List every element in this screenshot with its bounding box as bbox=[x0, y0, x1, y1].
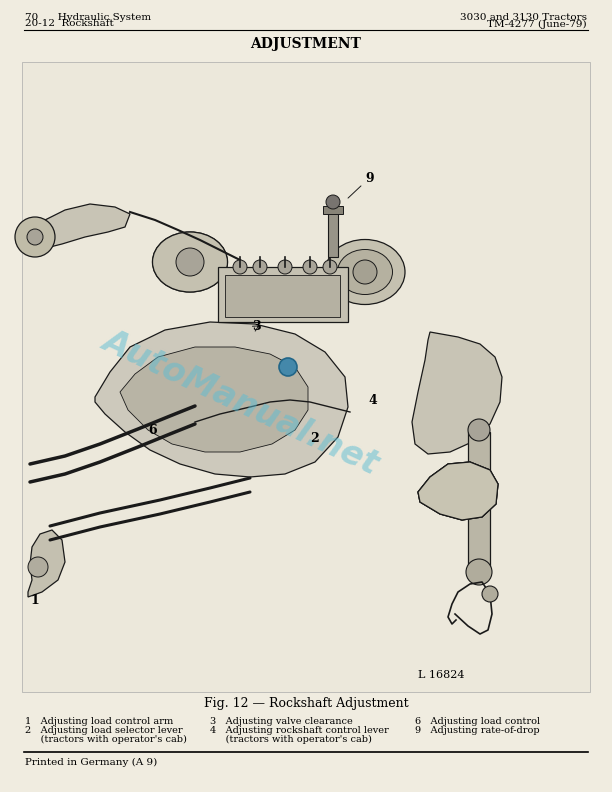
Bar bbox=[468, 432, 490, 572]
Ellipse shape bbox=[152, 232, 228, 292]
Text: Fig. 12 — Rockshaft Adjustment: Fig. 12 — Rockshaft Adjustment bbox=[204, 698, 408, 710]
Circle shape bbox=[353, 260, 377, 284]
Text: 3: 3 bbox=[252, 320, 261, 333]
Circle shape bbox=[326, 195, 340, 209]
Text: 9: 9 bbox=[365, 172, 373, 185]
Polygon shape bbox=[412, 332, 502, 454]
Text: 70      Hydraulic System: 70 Hydraulic System bbox=[25, 13, 151, 21]
Text: 6: 6 bbox=[148, 424, 157, 437]
Text: 2: 2 bbox=[310, 432, 319, 445]
Text: 9   Adjusting rate-of-drop: 9 Adjusting rate-of-drop bbox=[415, 726, 540, 735]
Circle shape bbox=[27, 229, 43, 245]
Circle shape bbox=[278, 260, 292, 274]
Text: 20-12  Rockshaft: 20-12 Rockshaft bbox=[25, 20, 114, 29]
Circle shape bbox=[323, 260, 337, 274]
Ellipse shape bbox=[152, 232, 228, 292]
Polygon shape bbox=[418, 462, 498, 520]
Text: 6   Adjusting load control: 6 Adjusting load control bbox=[415, 717, 540, 726]
Circle shape bbox=[468, 419, 490, 441]
Circle shape bbox=[233, 260, 247, 274]
Text: Printed in Germany (A 9): Printed in Germany (A 9) bbox=[25, 757, 157, 767]
Text: 3   Adjusting valve clearance: 3 Adjusting valve clearance bbox=[210, 717, 353, 726]
Ellipse shape bbox=[325, 239, 405, 304]
Text: (tractors with operator's cab): (tractors with operator's cab) bbox=[210, 735, 372, 744]
Text: TM-4277 (June-79): TM-4277 (June-79) bbox=[487, 20, 587, 29]
Bar bbox=[328, 212, 338, 257]
Bar bbox=[218, 267, 348, 322]
Polygon shape bbox=[28, 530, 65, 597]
Bar bbox=[22, 62, 590, 692]
Text: 4: 4 bbox=[368, 394, 377, 407]
Polygon shape bbox=[120, 347, 308, 452]
Ellipse shape bbox=[337, 249, 392, 295]
Polygon shape bbox=[95, 322, 348, 477]
Text: AutoManual.net: AutoManual.net bbox=[97, 323, 383, 481]
Text: 1   Adjusting load control arm: 1 Adjusting load control arm bbox=[25, 717, 173, 726]
Circle shape bbox=[176, 248, 204, 276]
Text: L 16824: L 16824 bbox=[418, 670, 465, 680]
Bar bbox=[323, 206, 343, 214]
Circle shape bbox=[28, 557, 48, 577]
Bar bbox=[225, 275, 340, 317]
Circle shape bbox=[482, 586, 498, 602]
Text: 2   Adjusting load selector lever: 2 Adjusting load selector lever bbox=[25, 726, 182, 735]
Text: 3030 and 3130 Tractors: 3030 and 3130 Tractors bbox=[460, 13, 587, 21]
Circle shape bbox=[466, 559, 492, 585]
Circle shape bbox=[253, 260, 267, 274]
Text: 4   Adjusting rockshaft control lever: 4 Adjusting rockshaft control lever bbox=[210, 726, 389, 735]
Text: (tractors with operator's cab): (tractors with operator's cab) bbox=[25, 735, 187, 744]
Circle shape bbox=[303, 260, 317, 274]
Text: 1: 1 bbox=[30, 594, 39, 607]
Text: ADJUSTMENT: ADJUSTMENT bbox=[250, 37, 362, 51]
Polygon shape bbox=[418, 462, 498, 520]
Polygon shape bbox=[28, 204, 130, 250]
Circle shape bbox=[279, 358, 297, 376]
Polygon shape bbox=[418, 462, 498, 520]
Circle shape bbox=[15, 217, 55, 257]
